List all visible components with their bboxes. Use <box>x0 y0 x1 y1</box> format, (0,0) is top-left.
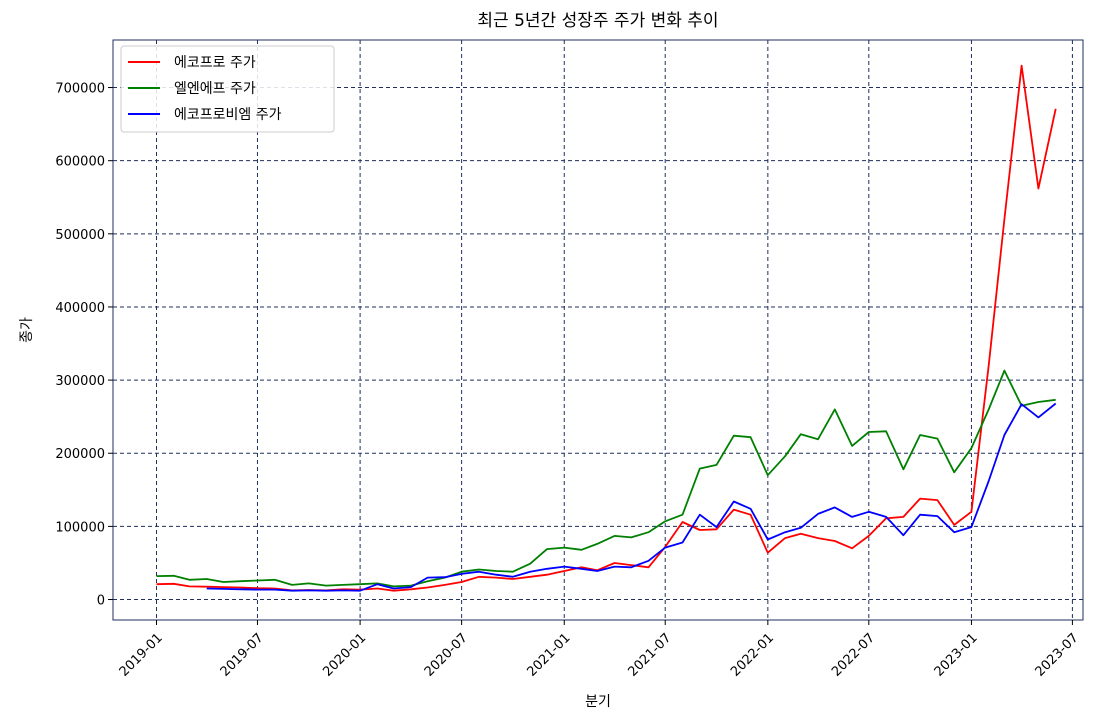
y-tick-label: 200000 <box>55 447 105 462</box>
y-tick-label: 600000 <box>55 155 105 170</box>
legend-label: 엘엔에프 주가 <box>174 81 256 97</box>
y-tick-label: 500000 <box>55 228 105 243</box>
x-tick-label: 2020-07 <box>422 631 471 680</box>
x-tick-label: 2023-01 <box>932 631 981 680</box>
y-axis: 0 100000 200000 300000 400000 500000 600000 700… <box>55 82 113 609</box>
x-axis-label: 분기 <box>585 694 611 710</box>
y-axis-label: 종가 <box>19 317 35 343</box>
legend-box <box>120 45 335 133</box>
x-tick-label: 2023-07 <box>1033 631 1082 680</box>
series-line-1 <box>156 64 1057 592</box>
plot-frame <box>112 39 1084 621</box>
x-tick-label: 2020-01 <box>320 631 369 680</box>
x-tick-label: 2019-01 <box>117 631 166 680</box>
x-axis: 2019-01 2019-07 2020-01 2020-07 2021-01 2021-… <box>117 620 1082 680</box>
x-tick-label: 2022-01 <box>728 631 777 680</box>
x-tick-label: 2022-07 <box>829 631 878 680</box>
x-tick-label: 2021-07 <box>625 631 674 680</box>
y-tick-label: 700000 <box>55 82 105 97</box>
y-tick-label: 0 <box>97 594 105 609</box>
series-line-3 <box>206 402 1057 592</box>
y-tick-label: 100000 <box>55 520 105 535</box>
chart-title: 최근 5년간 성장주 주가 변화 추이 <box>477 11 718 31</box>
y-tick-label: 300000 <box>55 374 105 389</box>
legend-label: 에코프로비엠 주가 <box>174 107 282 123</box>
legend-label: 에코프로 주가 <box>174 55 256 71</box>
series-line-2 <box>156 369 1056 588</box>
x-tick-label: 2021-01 <box>524 631 573 680</box>
series-lines <box>156 64 1057 592</box>
x-tick-label: 2019-07 <box>218 631 267 680</box>
y-tick-label: 400000 <box>55 301 105 316</box>
